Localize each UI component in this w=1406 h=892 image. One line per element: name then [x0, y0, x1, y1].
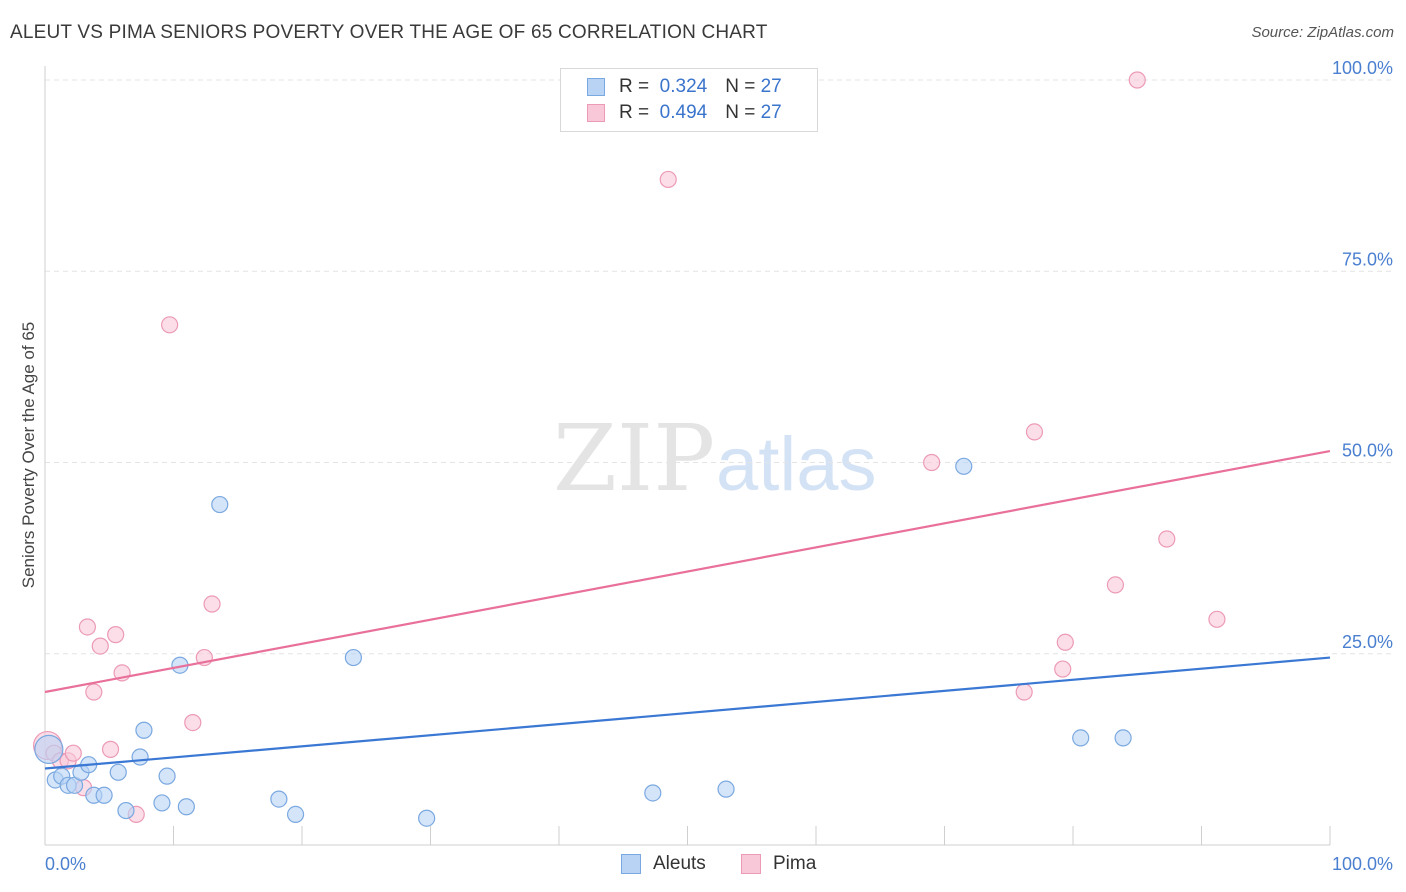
legend-row-pima: R = 0.494 N = 27 [587, 101, 782, 125]
axes [44, 66, 1331, 846]
tick-labels: 25.0% 50.0% 75.0% 100.0% 0.0% 100.0% [45, 58, 1393, 874]
aleut-point [211, 495, 229, 514]
pima-point [161, 316, 179, 334]
aleut-point [34, 734, 64, 764]
x-tick-label: 0.0% [45, 854, 86, 874]
legend-item-aleuts: Aleuts [621, 852, 706, 876]
pima-point [923, 453, 941, 472]
chart-title: ALEUT VS PIMA SENIORS POVERTY OVER THE A… [10, 22, 768, 43]
aleut-point [135, 721, 153, 739]
pima-point [64, 744, 82, 762]
y-tick-label: 75.0% [1342, 249, 1393, 269]
aleut-point [95, 786, 113, 804]
legend-row-aleuts: R = 0.324 N = 27 [587, 75, 782, 99]
aleut-point [1072, 729, 1090, 747]
pima-point [184, 713, 202, 732]
aleut-point [117, 801, 135, 820]
pima-point [1106, 576, 1125, 594]
aleut-point [286, 805, 305, 824]
pima-swatch [741, 854, 761, 874]
trend-lines [44, 449, 1331, 770]
aleut-point [418, 809, 436, 827]
aleut-point [153, 794, 171, 812]
legend-label-aleuts: Aleuts [653, 853, 706, 874]
y-tick-label: 100.0% [1332, 58, 1393, 78]
r-value: 0.494 [659, 102, 708, 123]
aleut-point [644, 784, 662, 802]
aleut-point [717, 780, 735, 798]
y-tick-label: 50.0% [1342, 441, 1393, 461]
aleut-point [158, 767, 176, 785]
stats-legend: R = 0.324 N = 27 R = 0.494 N = 27 [560, 68, 818, 132]
pima-point [1025, 423, 1044, 441]
aleut-point [344, 648, 362, 667]
pima-point [78, 618, 97, 636]
pima-point [1056, 633, 1074, 651]
y-axis-label: Seniors Poverty Over the Age of 65 [19, 322, 38, 588]
legend-item-pima: Pima [741, 852, 816, 876]
n-value: 27 [760, 76, 782, 97]
pima-point [107, 626, 125, 644]
aleut-point [177, 798, 195, 816]
pima-point [1054, 660, 1072, 678]
legend-label-pima: Pima [773, 853, 817, 874]
pima-point [1158, 530, 1176, 548]
aleuts-swatch [621, 854, 641, 874]
pima-point [203, 595, 221, 613]
watermark-zip: ZIP [553, 405, 715, 512]
n-value: 27 [760, 102, 782, 123]
aleuts-swatch [587, 78, 605, 96]
aleut-trend-line [44, 656, 1331, 770]
pima-point [1128, 71, 1146, 89]
n-label: N = [725, 102, 756, 123]
grid [45, 79, 1395, 655]
aleut-point [955, 457, 973, 475]
watermark-atlas: atlas [716, 422, 877, 507]
r-label: R = [619, 76, 650, 97]
aleut-point [131, 748, 149, 766]
r-label: R = [619, 102, 650, 123]
aleut-point [109, 763, 127, 781]
pima-point [101, 740, 120, 758]
aleut-point [270, 790, 288, 808]
source-credit: Source: ZipAtlas.com [1251, 24, 1394, 41]
pima-point [659, 170, 677, 189]
pima-swatch [587, 104, 605, 122]
pima-point [1208, 610, 1226, 628]
pima-trend-line [44, 449, 1331, 694]
aleut-point [1114, 729, 1132, 747]
r-value: 0.324 [659, 76, 708, 97]
x-tick-label: 100.0% [1332, 854, 1393, 874]
y-tick-label: 25.0% [1342, 632, 1393, 652]
pima-point [1015, 683, 1033, 701]
n-label: N = [725, 76, 756, 97]
pima-point [85, 683, 103, 701]
pima-point [91, 637, 109, 655]
